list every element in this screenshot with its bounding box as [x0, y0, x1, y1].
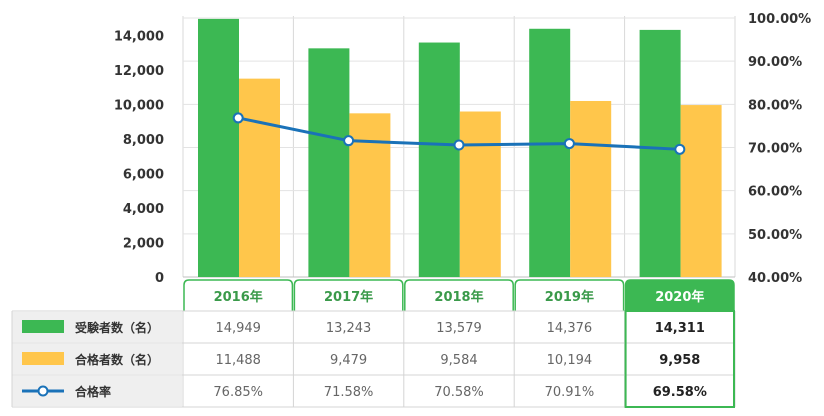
legend-label-1: 合格者数（名）: [75, 352, 159, 367]
bar-1-2: [459, 111, 501, 277]
right-tick-label: 100.00%: [748, 12, 811, 27]
left-tick-label: 6,000: [123, 167, 164, 182]
table-cell-0-3: 14,376: [547, 321, 593, 336]
table-cell-2-2: 70.58%: [434, 385, 484, 400]
bar-0-4: [639, 29, 681, 278]
left-tick-label: 4,000: [123, 202, 164, 217]
year-tab-0: [183, 279, 294, 311]
bar-1-1: [349, 113, 391, 277]
rate-line: [232, 112, 686, 155]
table-cell-2-0: 76.85%: [213, 385, 263, 400]
rate-point-4: [674, 143, 686, 155]
legend-swatch-1: [22, 352, 64, 365]
right-axis: 40.00% 50.00% 60.00% 70.00% 80.00% 90.00% 100.…: [748, 12, 811, 286]
table-cell-1-0: 11,488: [215, 353, 261, 368]
year-tab-label-4: 2020年: [655, 289, 704, 305]
table-cell-2-3: 70.91%: [545, 385, 595, 400]
table-cell-2-1: 71.58%: [324, 385, 374, 400]
left-tick-label: 12,000: [114, 64, 164, 79]
left-tick-label: 8,000: [123, 133, 164, 148]
bar-marks: [198, 18, 722, 278]
year-tab-1: [293, 279, 404, 311]
table-cell-2-4: 69.58%: [653, 385, 707, 400]
year-tab-2: [404, 279, 514, 311]
table-cell-1-4: 9,958: [659, 353, 700, 368]
year-tab-label-1: 2017年: [324, 289, 373, 305]
highlight-column-border: [624, 310, 735, 408]
table-cell-0-0: 14,949: [215, 321, 261, 336]
legend-swatch-0: [22, 320, 64, 333]
rate-point-1: [343, 135, 355, 147]
table-cell-1-2: 9,584: [440, 353, 477, 368]
right-tick-label: 50.00%: [748, 228, 802, 243]
year-tab-3: [514, 279, 625, 311]
rate-point-2: [453, 139, 465, 151]
legend-label-2: 合格率: [75, 384, 111, 399]
left-tick-label: 2,000: [123, 236, 164, 251]
year-tab-4: [624, 279, 735, 311]
right-tick-label: 40.00%: [748, 271, 802, 286]
bar-1-3: [570, 100, 612, 277]
bar-0-1: [308, 48, 350, 278]
legend-label-0: 受験者数（名）: [75, 320, 159, 335]
bar-0-0: [198, 18, 239, 277]
table-cell-0-1: 13,243: [326, 321, 372, 336]
year-tab-label-0: 2016年: [214, 289, 263, 305]
table-cell-0-4: 14,311: [655, 321, 705, 336]
bar-1-4: [680, 105, 722, 277]
right-tick-label: 90.00%: [748, 55, 802, 70]
rate-point-3: [563, 138, 575, 150]
year-tab-label-3: 2019年: [545, 289, 594, 305]
legend-line-marker-2: [37, 385, 49, 397]
left-tick-label: 0: [155, 271, 164, 286]
bar-0-2: [418, 42, 460, 277]
left-axis: 0 2,000 4,000 6,000 8,000 10,000 12,000 14,000: [114, 29, 164, 286]
right-tick-label: 70.00%: [748, 142, 802, 157]
bar-0-3: [529, 28, 571, 278]
right-tick-label: 60.00%: [748, 185, 802, 200]
left-tick-label: 14,000: [114, 29, 164, 44]
right-tick-label: 80.00%: [748, 98, 802, 113]
rate-point-0: [232, 112, 244, 124]
table-cell-0-2: 13,579: [436, 321, 482, 336]
table-cell-1-1: 9,479: [330, 353, 367, 368]
bar-1-0: [239, 78, 280, 277]
year-tab-label-2: 2018年: [434, 289, 483, 305]
table-cell-1-3: 10,194: [547, 353, 593, 368]
left-tick-label: 10,000: [114, 98, 164, 113]
